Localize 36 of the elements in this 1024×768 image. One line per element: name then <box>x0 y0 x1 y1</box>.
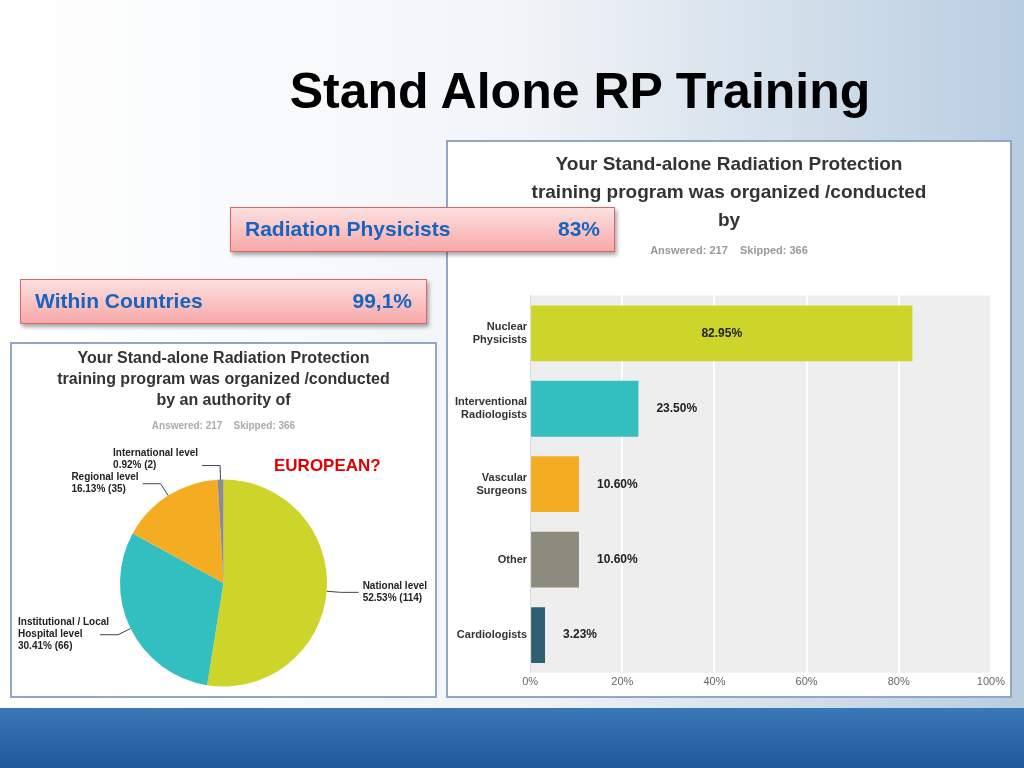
y-tick-label: Nuclear Physicists <box>472 319 528 345</box>
x-tick-label: 80% <box>887 675 910 688</box>
data-label: 52.53% (114) <box>362 592 423 604</box>
x-tick-label: 60% <box>795 675 818 688</box>
bar <box>531 531 579 588</box>
data-label: 82.95% <box>701 325 743 340</box>
x-tick-label: 40% <box>703 675 726 688</box>
bar <box>531 380 639 437</box>
x-tick-label: 100% <box>976 675 1006 688</box>
slice-label: Regional level <box>71 471 139 483</box>
data-label: 16.13% (35) <box>71 483 126 495</box>
data-label: 10.60% <box>596 551 638 566</box>
chart-title: Your Stand-alone Radiation Protection training program was organized /conducted by an authority of <box>56 348 391 410</box>
data-label: 10.60% <box>596 476 638 491</box>
data-label: 3.23% <box>563 627 598 642</box>
data-label: 0.92% (2) <box>113 459 157 471</box>
y-tick-label: Vascular Surgeons <box>476 470 528 496</box>
slice-label: Institutional / Local Hospital level <box>18 616 110 640</box>
text: EUROPEAN? <box>274 456 381 476</box>
text: Stand Alone RP Training <box>288 62 872 120</box>
x-tick-label: 20% <box>611 675 634 688</box>
bar <box>531 607 546 663</box>
text: Radiation Physicists 83% <box>245 217 600 240</box>
data-label: 23.50% <box>656 401 698 416</box>
slice-label: International level <box>113 447 199 459</box>
bar <box>531 456 579 513</box>
x-tick-label: 0% <box>522 675 539 688</box>
y-tick-label: Cardiologists <box>456 628 528 641</box>
text: Within Countries 99,1% <box>35 289 412 312</box>
chart-subtitle: Answered: 217 Skipped: 366 <box>150 420 297 431</box>
data-label: 30.41% (66) <box>18 640 73 652</box>
bar <box>531 305 913 362</box>
chart-subtitle: Answered: 217 Skipped: 366 <box>649 244 809 256</box>
y-tick-label: Other <box>497 552 528 565</box>
slice-label: National level <box>362 580 428 592</box>
y-tick-label: Interventional Radiologists <box>455 395 528 421</box>
